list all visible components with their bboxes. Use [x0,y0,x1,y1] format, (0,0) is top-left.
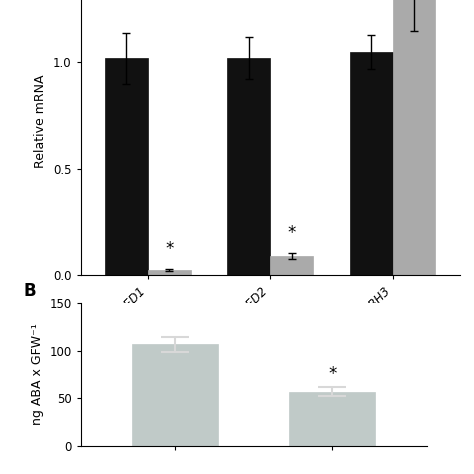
Bar [392,0,435,275]
Bar [350,52,392,275]
Bar [228,58,270,275]
Y-axis label: ng ABA x GFW⁻¹: ng ABA x GFW⁻¹ [31,324,44,425]
Text: B: B [24,282,36,300]
Text: *: * [287,224,296,242]
Bar [132,344,218,446]
Bar [105,58,148,275]
Text: *: * [328,365,337,383]
Bar [270,256,313,275]
Bar [289,392,375,446]
Y-axis label: Relative mRNA: Relative mRNA [35,74,47,168]
Text: *: * [165,240,173,258]
Bar [148,270,191,275]
